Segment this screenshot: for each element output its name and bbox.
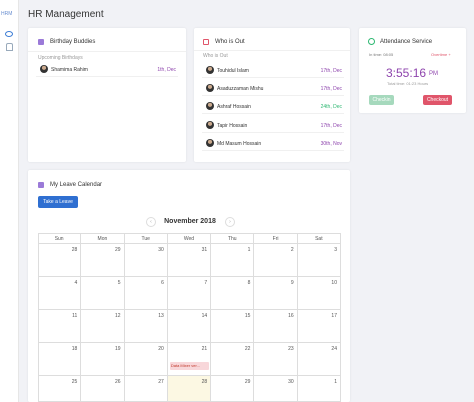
meridiem: PM (429, 71, 438, 77)
avatar (206, 84, 214, 92)
day-cell[interactable]: 28 (38, 244, 82, 277)
card-title: Who is Out (215, 39, 245, 45)
day-cell[interactable]: 4 (38, 277, 82, 310)
sidebar (0, 0, 19, 402)
day-cell[interactable]: 22 (211, 343, 255, 376)
in-time: In time: 08:05 (369, 52, 394, 57)
day-cell[interactable]: 7 (167, 277, 212, 310)
month-label: November 2018 (164, 218, 216, 225)
person-date: 24th, Dec (320, 104, 342, 110)
avatar (206, 139, 214, 147)
take-leave-button[interactable]: Take a Leave (38, 196, 78, 208)
avatar (40, 65, 48, 73)
person-name: Md Masum Hossain (217, 141, 262, 147)
day-cell[interactable]: 30 (254, 376, 298, 402)
person-date: 1th, Dec (157, 67, 176, 73)
day-cell[interactable]: 6 (124, 277, 168, 310)
day-cell[interactable]: 18 (38, 343, 82, 376)
card-subtitle: Who is Out (203, 53, 228, 59)
weekday: Thu (211, 233, 255, 244)
person-date: 17th, Dec (320, 123, 342, 129)
divider (194, 50, 350, 51)
person-name: Asaduzzaman Mishu (217, 86, 264, 92)
day-cell[interactable]: 28 (167, 376, 212, 402)
day-cell[interactable]: 1 (211, 244, 255, 277)
divider (202, 77, 344, 78)
day-cell[interactable]: 9 (254, 277, 298, 310)
day-cell[interactable]: 11 (38, 310, 82, 343)
page-title: HR Management (28, 9, 104, 20)
day-cell[interactable]: 13 (124, 310, 168, 343)
day-cell[interactable]: 3 (297, 244, 341, 277)
divider (36, 76, 178, 77)
day-cell[interactable]: 16 (254, 310, 298, 343)
clock: 3:55:16 (386, 66, 427, 80)
day-cell[interactable]: 10 (297, 277, 341, 310)
calendar-grid (38, 233, 341, 402)
card-subtitle: Upcoming Birthdays (38, 55, 83, 61)
day-cell[interactable]: 23 (254, 343, 298, 376)
avatar (206, 121, 214, 129)
next-month[interactable]: › (225, 217, 235, 227)
day-cell[interactable]: 12 (81, 310, 125, 343)
day-cell[interactable]: 14 (167, 310, 212, 343)
day-cell[interactable]: 19 (81, 343, 125, 376)
person-name: Ashraf Hossain (217, 104, 251, 110)
weekday: Sat (297, 233, 341, 244)
person-date: 17th, Dec (320, 68, 342, 74)
card-icon (38, 182, 44, 188)
day-cell[interactable]: 21 (167, 343, 212, 376)
card-icon (203, 39, 209, 45)
day-cell[interactable]: 31 (167, 244, 212, 277)
day-cell[interactable]: 29 (211, 376, 255, 402)
day-cell[interactable]: 1 (297, 376, 341, 402)
day-cell[interactable]: 30 (124, 244, 168, 277)
day-cell[interactable]: 25 (38, 376, 82, 402)
weekday: Mon (81, 233, 125, 244)
overtime: Overtime + (431, 52, 451, 57)
divider (28, 51, 186, 52)
leave-event[interactable]: Data Mixer ver... (169, 362, 210, 370)
day-cell[interactable]: 26 (81, 376, 125, 402)
day-cell[interactable]: 27 (124, 376, 168, 402)
person-name: Touhidul Islam (217, 68, 249, 74)
person-name: Shamima Rahim (51, 67, 88, 73)
weekday: Fri (254, 233, 298, 244)
day-cell[interactable]: 15 (211, 310, 255, 343)
nav-icon[interactable] (5, 31, 13, 37)
weekday: Tue (124, 233, 168, 244)
person-name: Tapir Hossain (217, 123, 248, 129)
day-cell[interactable]: 17 (297, 310, 341, 343)
card-icon (368, 38, 375, 45)
avatar (206, 66, 214, 74)
nav-icon[interactable] (6, 43, 13, 51)
card-icon (38, 39, 44, 45)
card-title: Attendance Service (380, 39, 433, 45)
divider (202, 113, 344, 114)
day-cell[interactable]: 8 (211, 277, 255, 310)
brand: HRM (1, 11, 13, 17)
birthday-card (28, 28, 186, 162)
divider (202, 132, 344, 133)
person-date: 17th, Dec (320, 86, 342, 92)
day-cell[interactable]: 20 (124, 343, 168, 376)
checkin-button[interactable]: Checkin (369, 95, 394, 105)
divider (202, 95, 344, 96)
weekday: Sun (38, 233, 82, 244)
total-time: Total time: 01:23 Hours (387, 81, 429, 86)
weekday: Wed (167, 233, 212, 244)
divider (202, 150, 344, 151)
avatar (206, 102, 214, 110)
prev-month[interactable]: ‹ (146, 217, 156, 227)
card-title: Birthday Buddies (50, 39, 96, 45)
day-cell[interactable]: 5 (81, 277, 125, 310)
card-title: My Leave Calendar (50, 182, 103, 188)
day-cell[interactable]: 29 (81, 244, 125, 277)
checkout-button[interactable]: Checkout (423, 95, 452, 105)
day-cell[interactable]: 24 (297, 343, 341, 376)
day-cell[interactable]: 2 (254, 244, 298, 277)
person-date: 30th, Nov (320, 141, 342, 147)
